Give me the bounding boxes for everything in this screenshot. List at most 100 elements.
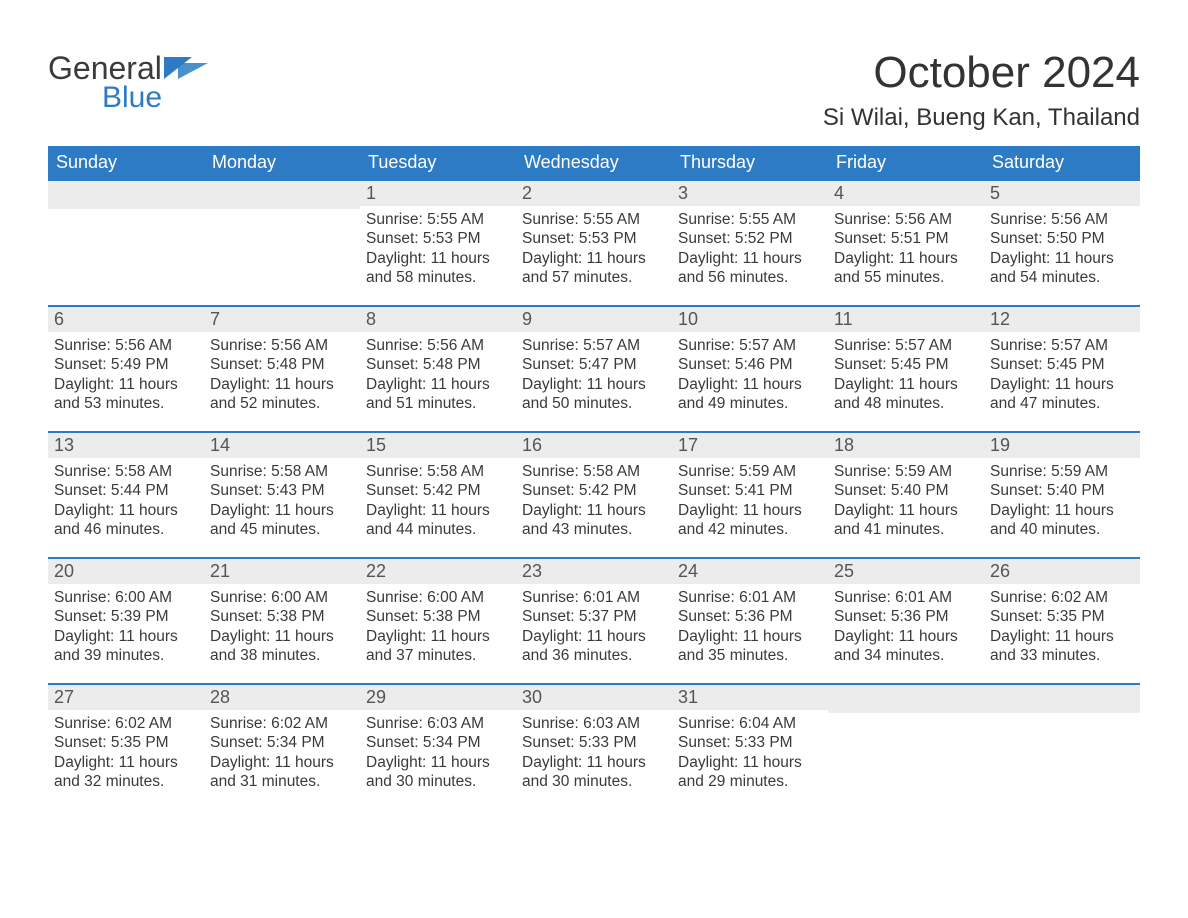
daylight-text: Daylight: 11 hours and 42 minutes.	[678, 501, 822, 540]
day-info: Sunrise: 6:03 AMSunset: 5:33 PMDaylight:…	[516, 710, 672, 792]
day-info: Sunrise: 6:01 AMSunset: 5:36 PMDaylight:…	[828, 584, 984, 666]
day-number: 11	[828, 307, 984, 332]
sunrise-text: Sunrise: 5:57 AM	[522, 336, 666, 355]
day-number: 22	[360, 559, 516, 584]
day-number: 28	[204, 685, 360, 710]
day-info: Sunrise: 6:02 AMSunset: 5:35 PMDaylight:…	[48, 710, 204, 792]
day-info: Sunrise: 5:59 AMSunset: 5:40 PMDaylight:…	[828, 458, 984, 540]
day-number: 31	[672, 685, 828, 710]
dow-header: Friday	[828, 146, 984, 179]
calendar-cell: 19Sunrise: 5:59 AMSunset: 5:40 PMDayligh…	[984, 431, 1140, 557]
daylight-text: Daylight: 11 hours and 49 minutes.	[678, 375, 822, 414]
dow-header: Wednesday	[516, 146, 672, 179]
sunset-text: Sunset: 5:52 PM	[678, 229, 822, 248]
day-number: 16	[516, 433, 672, 458]
calendar-cell: 22Sunrise: 6:00 AMSunset: 5:38 PMDayligh…	[360, 557, 516, 683]
sunrise-text: Sunrise: 6:03 AM	[366, 714, 510, 733]
calendar-cell: 24Sunrise: 6:01 AMSunset: 5:36 PMDayligh…	[672, 557, 828, 683]
calendar-cell: 10Sunrise: 5:57 AMSunset: 5:46 PMDayligh…	[672, 305, 828, 431]
calendar-cell: 30Sunrise: 6:03 AMSunset: 5:33 PMDayligh…	[516, 683, 672, 809]
day-info: Sunrise: 5:57 AMSunset: 5:45 PMDaylight:…	[828, 332, 984, 414]
day-info: Sunrise: 5:57 AMSunset: 5:45 PMDaylight:…	[984, 332, 1140, 414]
day-info: Sunrise: 5:56 AMSunset: 5:50 PMDaylight:…	[984, 206, 1140, 288]
sunrise-text: Sunrise: 5:58 AM	[522, 462, 666, 481]
calendar-cell: 1Sunrise: 5:55 AMSunset: 5:53 PMDaylight…	[360, 179, 516, 305]
day-number: 25	[828, 559, 984, 584]
day-number: 5	[984, 181, 1140, 206]
sunset-text: Sunset: 5:40 PM	[834, 481, 978, 500]
sunset-text: Sunset: 5:36 PM	[834, 607, 978, 626]
day-number: 13	[48, 433, 204, 458]
daylight-text: Daylight: 11 hours and 43 minutes.	[522, 501, 666, 540]
sunrise-text: Sunrise: 6:00 AM	[366, 588, 510, 607]
calendar-cell: 6Sunrise: 5:56 AMSunset: 5:49 PMDaylight…	[48, 305, 204, 431]
sunset-text: Sunset: 5:42 PM	[366, 481, 510, 500]
location-subtitle: Si Wilai, Bueng Kan, Thailand	[823, 104, 1140, 132]
day-number: 20	[48, 559, 204, 584]
day-number: 23	[516, 559, 672, 584]
daylight-text: Daylight: 11 hours and 37 minutes.	[366, 627, 510, 666]
day-info: Sunrise: 5:58 AMSunset: 5:42 PMDaylight:…	[516, 458, 672, 540]
daylight-text: Daylight: 11 hours and 53 minutes.	[54, 375, 198, 414]
day-info: Sunrise: 6:01 AMSunset: 5:37 PMDaylight:…	[516, 584, 672, 666]
daylight-text: Daylight: 11 hours and 30 minutes.	[522, 753, 666, 792]
day-info: Sunrise: 6:02 AMSunset: 5:35 PMDaylight:…	[984, 584, 1140, 666]
day-number: 2	[516, 181, 672, 206]
day-info: Sunrise: 5:55 AMSunset: 5:52 PMDaylight:…	[672, 206, 828, 288]
day-number: 4	[828, 181, 984, 206]
sunrise-text: Sunrise: 5:56 AM	[366, 336, 510, 355]
day-number: 1	[360, 181, 516, 206]
daylight-text: Daylight: 11 hours and 56 minutes.	[678, 249, 822, 288]
sunrise-text: Sunrise: 6:01 AM	[678, 588, 822, 607]
calendar-cell: 3Sunrise: 5:55 AMSunset: 5:52 PMDaylight…	[672, 179, 828, 305]
sunset-text: Sunset: 5:46 PM	[678, 355, 822, 374]
daylight-text: Daylight: 11 hours and 57 minutes.	[522, 249, 666, 288]
sunrise-text: Sunrise: 5:57 AM	[990, 336, 1134, 355]
day-info: Sunrise: 5:57 AMSunset: 5:47 PMDaylight:…	[516, 332, 672, 414]
calendar-grid: SundayMondayTuesdayWednesdayThursdayFrid…	[48, 146, 1140, 809]
calendar-cell: 16Sunrise: 5:58 AMSunset: 5:42 PMDayligh…	[516, 431, 672, 557]
sunset-text: Sunset: 5:33 PM	[522, 733, 666, 752]
daylight-text: Daylight: 11 hours and 30 minutes.	[366, 753, 510, 792]
daylight-text: Daylight: 11 hours and 39 minutes.	[54, 627, 198, 666]
sunrise-text: Sunrise: 6:00 AM	[54, 588, 198, 607]
calendar-cell: 17Sunrise: 5:59 AMSunset: 5:41 PMDayligh…	[672, 431, 828, 557]
sunrise-text: Sunrise: 6:01 AM	[522, 588, 666, 607]
sunrise-text: Sunrise: 6:02 AM	[990, 588, 1134, 607]
calendar-cell: 21Sunrise: 6:00 AMSunset: 5:38 PMDayligh…	[204, 557, 360, 683]
calendar-cell: 7Sunrise: 5:56 AMSunset: 5:48 PMDaylight…	[204, 305, 360, 431]
day-info: Sunrise: 6:00 AMSunset: 5:38 PMDaylight:…	[360, 584, 516, 666]
daylight-text: Daylight: 11 hours and 58 minutes.	[366, 249, 510, 288]
daylight-text: Daylight: 11 hours and 46 minutes.	[54, 501, 198, 540]
calendar-cell: 14Sunrise: 5:58 AMSunset: 5:43 PMDayligh…	[204, 431, 360, 557]
daylight-text: Daylight: 11 hours and 52 minutes.	[210, 375, 354, 414]
sunset-text: Sunset: 5:50 PM	[990, 229, 1134, 248]
sunrise-text: Sunrise: 5:57 AM	[678, 336, 822, 355]
daylight-text: Daylight: 11 hours and 31 minutes.	[210, 753, 354, 792]
calendar-cell	[984, 683, 1140, 809]
sunrise-text: Sunrise: 5:55 AM	[366, 210, 510, 229]
sunrise-text: Sunrise: 5:58 AM	[366, 462, 510, 481]
sunrise-text: Sunrise: 5:59 AM	[834, 462, 978, 481]
calendar-cell	[204, 179, 360, 305]
dow-header: Monday	[204, 146, 360, 179]
daylight-text: Daylight: 11 hours and 51 minutes.	[366, 375, 510, 414]
calendar-cell: 4Sunrise: 5:56 AMSunset: 5:51 PMDaylight…	[828, 179, 984, 305]
day-info: Sunrise: 6:02 AMSunset: 5:34 PMDaylight:…	[204, 710, 360, 792]
sunrise-text: Sunrise: 6:02 AM	[54, 714, 198, 733]
day-number: 19	[984, 433, 1140, 458]
calendar-cell: 25Sunrise: 6:01 AMSunset: 5:36 PMDayligh…	[828, 557, 984, 683]
day-number	[828, 685, 984, 713]
day-info: Sunrise: 5:59 AMSunset: 5:40 PMDaylight:…	[984, 458, 1140, 540]
day-info: Sunrise: 5:57 AMSunset: 5:46 PMDaylight:…	[672, 332, 828, 414]
sunset-text: Sunset: 5:44 PM	[54, 481, 198, 500]
sunrise-text: Sunrise: 5:59 AM	[990, 462, 1134, 481]
dow-header: Thursday	[672, 146, 828, 179]
day-number: 21	[204, 559, 360, 584]
daylight-text: Daylight: 11 hours and 35 minutes.	[678, 627, 822, 666]
sunset-text: Sunset: 5:49 PM	[54, 355, 198, 374]
daylight-text: Daylight: 11 hours and 36 minutes.	[522, 627, 666, 666]
calendar-cell: 12Sunrise: 5:57 AMSunset: 5:45 PMDayligh…	[984, 305, 1140, 431]
sunrise-text: Sunrise: 5:56 AM	[990, 210, 1134, 229]
brand-logo: General Blue	[48, 30, 208, 115]
